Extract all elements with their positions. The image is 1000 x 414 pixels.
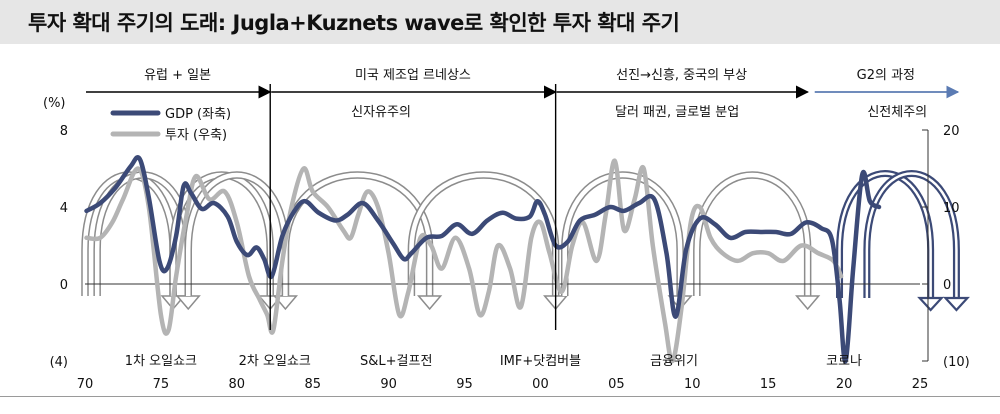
era-label: 선진→신흥, 중국의 부상 xyxy=(616,68,747,83)
event-label: 코로나 xyxy=(826,354,862,369)
left-axis-unit: (%) xyxy=(43,96,66,111)
title-bar: 투자 확대 주기의 도래: Jugla+Kuznets wave로 확인한 투자… xyxy=(0,0,1000,44)
wave-arc xyxy=(407,171,569,311)
left-tick-label: 8 xyxy=(60,124,68,139)
right-tick-label: (10) xyxy=(943,355,970,370)
left-tick-label: 0 xyxy=(60,278,68,293)
x-tick-label: 10 xyxy=(684,377,701,392)
era-subtitle: 신자유주의 xyxy=(351,105,411,120)
x-tick-label: 15 xyxy=(760,377,777,392)
right-tick-label: 0 xyxy=(943,278,951,293)
x-tick-label: 25 xyxy=(912,377,929,392)
gdp-line xyxy=(84,154,882,364)
right-tick-label: 20 xyxy=(943,124,960,139)
era-annotations: 유럽 + 일본 미국 제조업 르네상스 선진→신흥, 중국의 부상 G2의 과정신자유… xyxy=(86,68,960,330)
page-title: 투자 확대 주기의 도래: Jugla+Kuznets wave로 확인한 투자… xyxy=(28,11,680,35)
x-tick-label: 00 xyxy=(532,377,549,392)
left-tick-label: (4) xyxy=(50,355,68,370)
bottom-rule xyxy=(0,396,1000,397)
wave-arc xyxy=(863,170,970,312)
event-label: 금융위기 xyxy=(650,354,698,369)
event-label: S&L+걸프전 xyxy=(360,354,432,369)
investment-line xyxy=(84,158,844,364)
x-tick-label: 05 xyxy=(608,377,625,392)
x-tick-label: 80 xyxy=(229,377,246,392)
event-label: IMF+닷컴버블 xyxy=(500,354,581,369)
era-label: G2의 과정 xyxy=(857,68,915,83)
right-tick-label: 10 xyxy=(943,201,960,216)
x-tick-label: 70 xyxy=(77,377,94,392)
event-label: 1차 오일쇼크 xyxy=(125,354,197,369)
x-tick-label: 20 xyxy=(836,377,853,392)
era-subtitle: 달러 패권, 글로벌 분업 xyxy=(615,105,739,120)
era-label: 유럽 + 일본 xyxy=(144,68,211,83)
era-label: 미국 제조업 르네상스 xyxy=(355,68,471,83)
left-tick-label: 4 xyxy=(60,201,68,216)
legend-label: 투자 (우축) xyxy=(165,128,227,143)
x-tick-label: 85 xyxy=(304,377,321,392)
era-subtitle: 신전체주의 xyxy=(867,105,927,120)
x-tick-label: 75 xyxy=(153,377,170,392)
series xyxy=(84,154,882,364)
legend: GDP (좌축) 투자 (우축) xyxy=(110,107,231,143)
event-label: 2차 오일쇼크 xyxy=(239,354,311,369)
x-tick-label: 95 xyxy=(456,377,473,392)
axes: (%) 8 4 0 (4) 20 10 0 (10) 70 75 80 85 90 95 00 05 10 15 20… xyxy=(43,96,970,392)
x-tick-label: 90 xyxy=(380,377,397,392)
legend-label: GDP (좌축) xyxy=(165,107,231,122)
